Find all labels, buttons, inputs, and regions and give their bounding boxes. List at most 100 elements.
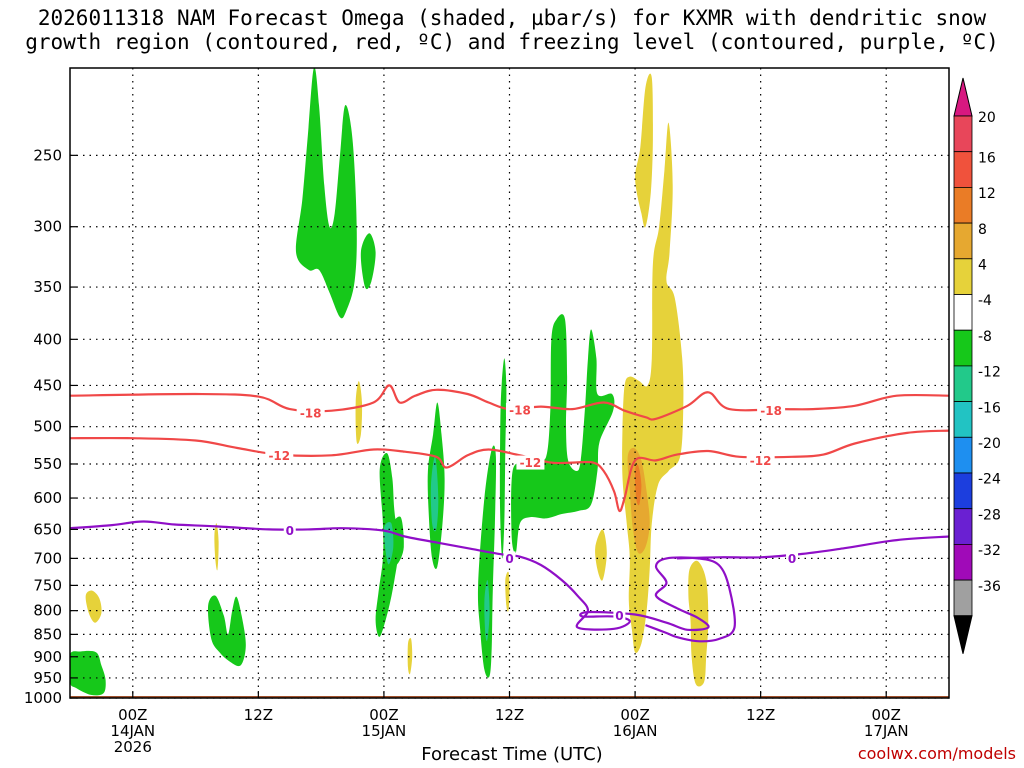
contour-label: 0 — [788, 552, 796, 566]
colorbar-segment — [953, 472, 973, 510]
contour-label-bg — [296, 406, 325, 421]
colorbar-segment — [953, 186, 973, 224]
omega-region-positive — [355, 381, 363, 445]
y-tick-label: 850 — [33, 625, 62, 643]
contour-label-bg — [516, 455, 545, 470]
colorbar-segment — [953, 436, 973, 474]
x-tick-label: 00Z — [620, 706, 649, 724]
colorbar-label: -24 — [978, 472, 1001, 488]
title-line-2: growth region (contoured, red, ºC) and f… — [25, 30, 999, 54]
omega-region-negative — [477, 445, 497, 678]
title-line-1: 2026011318 NAM Forecast Omega (shaded, µ… — [37, 6, 987, 30]
contour-label-bg — [503, 551, 516, 566]
colorbar-label: -28 — [978, 507, 1001, 523]
y-tick-label: 600 — [33, 489, 62, 507]
contour-label-bg — [265, 448, 294, 463]
colorbar-segment — [953, 115, 973, 153]
omega-region-negative — [70, 650, 106, 696]
x-tick-label: 12Z — [746, 706, 775, 724]
colorbar-segment — [953, 329, 973, 367]
contour-label: -12 — [750, 454, 772, 468]
omega-region-positive — [85, 590, 102, 623]
colorbar-segment — [953, 258, 973, 295]
y-tick-label: 300 — [33, 218, 62, 236]
x-axis-title: Forecast Time (UTC) — [421, 744, 603, 765]
y-axis: 250 300 350 400 450 500 550 600 650 700 750 800 850 9… — [24, 146, 77, 707]
x-tick-label: 12Z — [495, 706, 524, 724]
omega-region-positive — [688, 560, 709, 687]
colorbar-label: -16 — [978, 400, 1001, 416]
contour-label: 0 — [615, 609, 623, 623]
x-tick-label: 17JAN — [864, 722, 909, 740]
contour-line — [70, 429, 949, 513]
omega-region-negative — [389, 516, 404, 566]
x-tick-label: 2026 — [114, 738, 152, 756]
colorbar-segment — [953, 401, 973, 438]
x-tick-label: 00Z — [118, 706, 147, 724]
y-tick-label: 350 — [33, 278, 62, 296]
y-tick-label: 500 — [33, 418, 62, 436]
y-tick-label: 950 — [33, 669, 62, 687]
omega-region-positive — [505, 571, 510, 612]
omega-region-negative — [295, 68, 357, 319]
colorbar-segment — [953, 294, 973, 331]
contour-label-bg — [786, 551, 799, 566]
contours: -18 -18 -18 -12 -12 -12 0 0 0 0 — [70, 384, 949, 643]
contour-label: 0 — [505, 552, 513, 566]
contour-label: 0 — [286, 524, 294, 538]
omega-region-negative — [430, 456, 439, 532]
contour-label-bg — [613, 608, 626, 623]
omega-region-negative — [511, 314, 615, 554]
x-tick-label: 12Z — [244, 706, 273, 724]
colorbar-label: 16 — [978, 150, 996, 166]
omega-region-positive — [635, 73, 653, 228]
colorbar-segment — [953, 222, 973, 260]
contour-label-bg — [746, 453, 775, 468]
y-tick-label: 900 — [33, 648, 62, 666]
contour-label: -18 — [760, 404, 782, 418]
x-tick-label: 00Z — [872, 706, 901, 724]
contour-label-bg — [505, 402, 534, 417]
y-tick-label: 1000 — [24, 689, 62, 707]
colorbar-label: -20 — [978, 436, 1001, 452]
omega-region-positive — [407, 638, 413, 675]
grid-lines — [70, 68, 949, 699]
colorbar: 20 16 12 8 4 -4 -8 -12 -16 -20 -24 -28 -32 -36 — [953, 77, 1001, 654]
x-tick-label: 14JAN — [110, 722, 155, 740]
colorbar-label: 4 — [978, 258, 987, 274]
colorbar-top-arrow — [953, 77, 973, 117]
colorbar-segment — [953, 365, 973, 402]
contour-line — [676, 535, 949, 560]
y-tick-label: 250 — [33, 146, 62, 164]
omega-region-positive — [214, 523, 219, 571]
omega-region-negative — [360, 233, 376, 290]
y-tick-label: 450 — [33, 376, 62, 394]
y-tick-label: 750 — [33, 576, 62, 594]
contour-label-bg — [757, 403, 786, 418]
omega-region-positive — [595, 529, 607, 581]
colorbar-segment — [953, 151, 973, 188]
colorbar-label: -8 — [978, 329, 992, 345]
chart-title: 2026011318 NAM Forecast Omega (shaded, µ… — [0, 6, 1024, 54]
y-tick-label: 800 — [33, 602, 62, 620]
contour-label-bg — [283, 523, 296, 538]
x-tick-label: 16JAN — [613, 722, 658, 740]
contour-label: -18 — [509, 403, 531, 417]
colorbar-segment — [953, 544, 973, 581]
colorbar-label: -36 — [978, 579, 1001, 595]
y-tick-label: 650 — [33, 520, 62, 538]
plot-background — [70, 68, 949, 698]
colorbar-label: -32 — [978, 543, 1001, 559]
omega-region-negative — [207, 595, 246, 667]
y-tick-label: 550 — [33, 455, 62, 473]
colorbar-label: 20 — [978, 110, 996, 126]
contour-label: -12 — [520, 456, 542, 470]
x-tick-label: 00Z — [369, 706, 398, 724]
colorbar-bottom-arrow — [953, 615, 973, 654]
colorbar-segment — [953, 579, 973, 617]
colorbar-segment — [953, 508, 973, 545]
omega-region-positive — [634, 464, 642, 506]
contour-label: -18 — [300, 407, 322, 421]
colorbar-label: -12 — [978, 365, 1001, 381]
